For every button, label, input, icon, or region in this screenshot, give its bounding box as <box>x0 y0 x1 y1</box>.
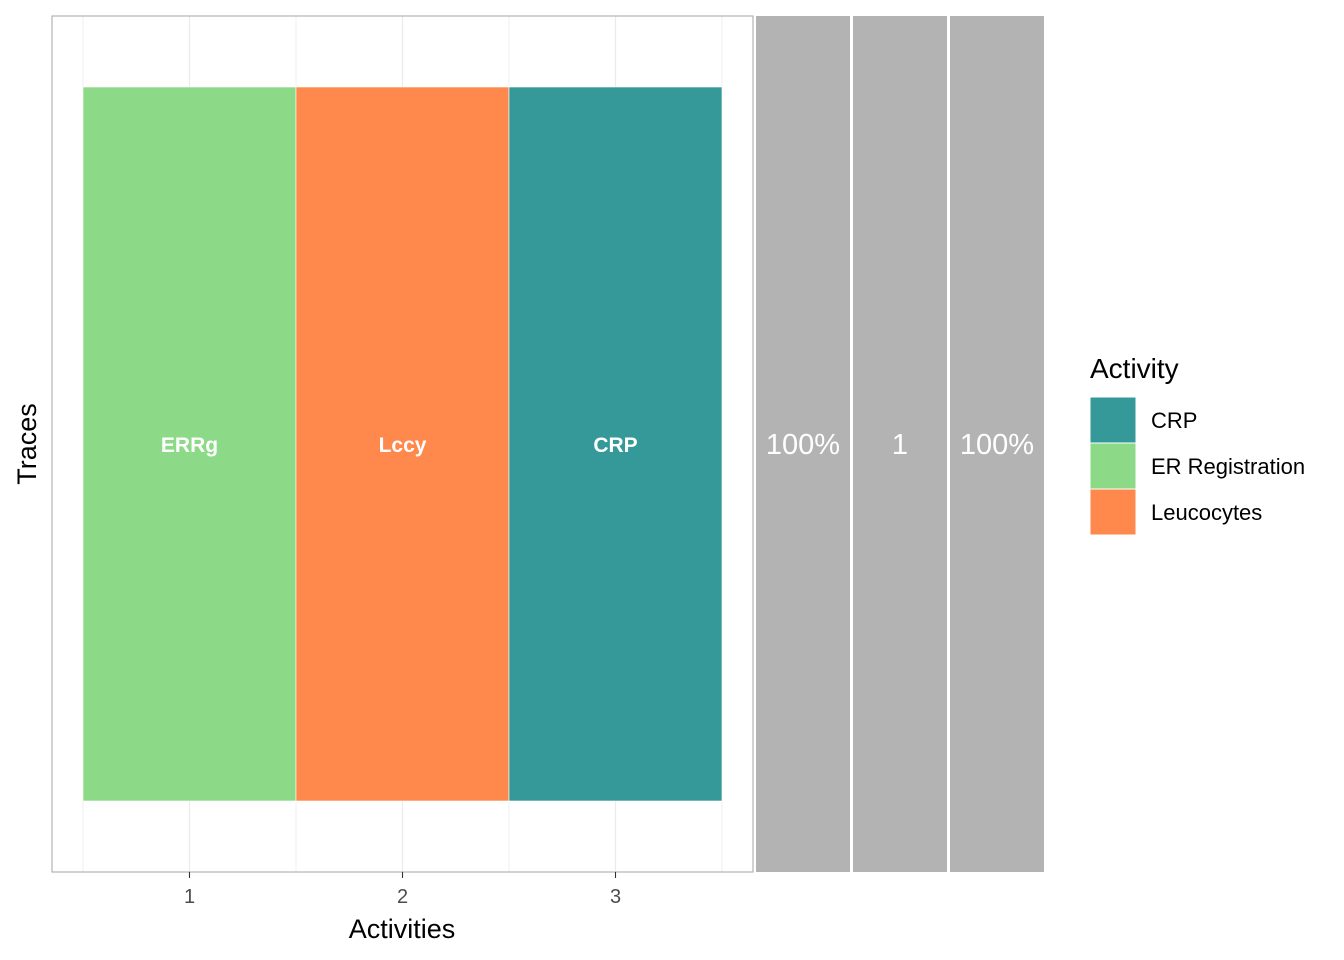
segment-label: ERRg <box>161 434 218 457</box>
legend-swatch <box>1089 442 1137 490</box>
trace-stat-panels: 100% 1 100% <box>756 16 1044 872</box>
legend-title: Activity <box>1090 353 1179 384</box>
segment-label: Lccy <box>379 434 427 457</box>
trace-segment <box>295 86 510 802</box>
x-tick-label: 2 <box>397 886 408 908</box>
legend-label: Leucocytes <box>1151 500 1262 525</box>
legend-swatch <box>1089 396 1137 444</box>
x-axis-ticks: 1 2 3 <box>184 872 621 908</box>
stat-panel <box>950 16 1044 872</box>
x-tick-label: 1 <box>184 886 195 908</box>
legend-swatch <box>1089 488 1137 536</box>
trace-segment <box>508 86 723 802</box>
stat-value: 1 <box>892 429 908 461</box>
trace-segments: ERRg Lccy CRP <box>51 15 754 873</box>
legend-label: CRP <box>1151 408 1197 433</box>
segment-label: CRP <box>593 434 637 457</box>
legend-label: ER Registration <box>1151 454 1305 479</box>
stat-panel <box>756 16 850 872</box>
x-axis-title: Activities <box>349 914 456 944</box>
stat-value: 100% <box>960 429 1034 461</box>
stat-panel <box>853 16 947 872</box>
x-tick-label: 3 <box>610 886 621 908</box>
trace-segment <box>82 86 297 802</box>
legend: Activity CRP ER Registration Leucocytes <box>1089 353 1305 536</box>
stat-value: 100% <box>766 429 840 461</box>
y-axis-title: Traces <box>12 403 42 485</box>
